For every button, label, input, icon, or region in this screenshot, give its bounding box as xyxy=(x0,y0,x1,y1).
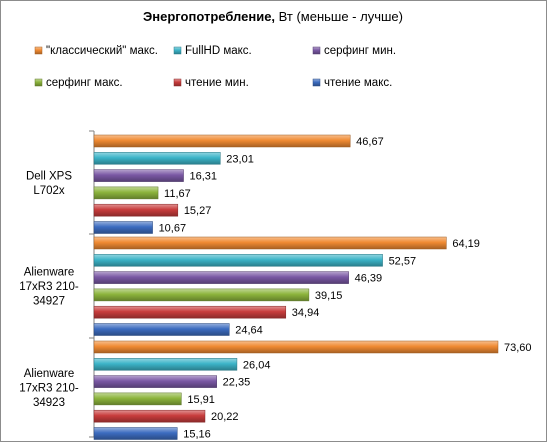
data-label: 22,35 xyxy=(223,377,251,389)
plot-area: Dell XPS L702x 46,67 23,01 16,31 11,67 15,27 10… xyxy=(19,130,532,441)
bar xyxy=(93,427,178,440)
data-label: 11,67 xyxy=(164,188,191,200)
bar xyxy=(93,340,499,354)
bar xyxy=(93,305,287,319)
bar xyxy=(93,375,217,388)
data-label: 15,16 xyxy=(183,429,211,441)
legend-entry: "классический" макс. xyxy=(46,45,158,57)
legend-swatch xyxy=(312,78,321,87)
bar xyxy=(93,169,184,182)
legend-entry: чтение мин. xyxy=(185,77,249,89)
chart-title: Энергопотребление, Вт (меньше - лучше) xyxy=(143,9,403,24)
data-label: 64,19 xyxy=(452,238,480,250)
bar xyxy=(93,134,351,148)
legend-entry: серфинг макс. xyxy=(46,77,123,89)
legend-swatch xyxy=(312,46,321,55)
data-label: 26,04 xyxy=(243,359,271,371)
legend-swatch xyxy=(173,46,182,55)
bar xyxy=(93,203,179,217)
data-label: 10,67 xyxy=(159,223,187,235)
data-label: 46,67 xyxy=(356,136,384,148)
legend-swatch xyxy=(173,78,182,87)
bar xyxy=(93,221,153,234)
bar xyxy=(93,409,206,423)
legend-swatch xyxy=(34,46,43,55)
bar xyxy=(93,254,383,267)
data-label: 15,91 xyxy=(187,394,215,406)
bar xyxy=(93,358,238,371)
data-label: 20,22 xyxy=(211,411,239,423)
data-label: 24,64 xyxy=(235,325,263,337)
legend-entry: FullHD макс. xyxy=(185,45,252,57)
data-label: 73,60 xyxy=(504,342,532,354)
legend: "классический" макс. FullHD макс. серфинг … xyxy=(34,45,396,89)
data-label: 16,31 xyxy=(190,171,218,183)
data-label: 39,15 xyxy=(315,290,343,302)
bar xyxy=(93,186,159,200)
data-label: 15,27 xyxy=(184,205,212,217)
chart-title-bold: Энергопотребление, xyxy=(143,9,275,24)
bar xyxy=(93,152,221,165)
bar xyxy=(93,392,182,406)
bar xyxy=(93,323,230,336)
data-label: 46,39 xyxy=(355,273,383,285)
legend-entry: чтение макс. xyxy=(324,77,392,89)
bar xyxy=(93,271,349,284)
bar xyxy=(93,236,447,250)
data-label: 52,57 xyxy=(389,255,417,267)
category-label: Dell XPS L702x xyxy=(26,170,72,197)
category-label: Alienware 17xR3 210-34923 xyxy=(19,368,79,409)
legend-entry: серфинг мин. xyxy=(324,45,396,57)
category-label: Alienware 17xR3 210-34927 xyxy=(19,267,79,308)
legend-swatch xyxy=(34,78,43,87)
bar xyxy=(93,288,310,302)
chart-title-rest: Вт (меньше - лучше) xyxy=(275,9,403,24)
data-label: 23,01 xyxy=(226,153,254,165)
data-label: 34,94 xyxy=(292,307,320,319)
